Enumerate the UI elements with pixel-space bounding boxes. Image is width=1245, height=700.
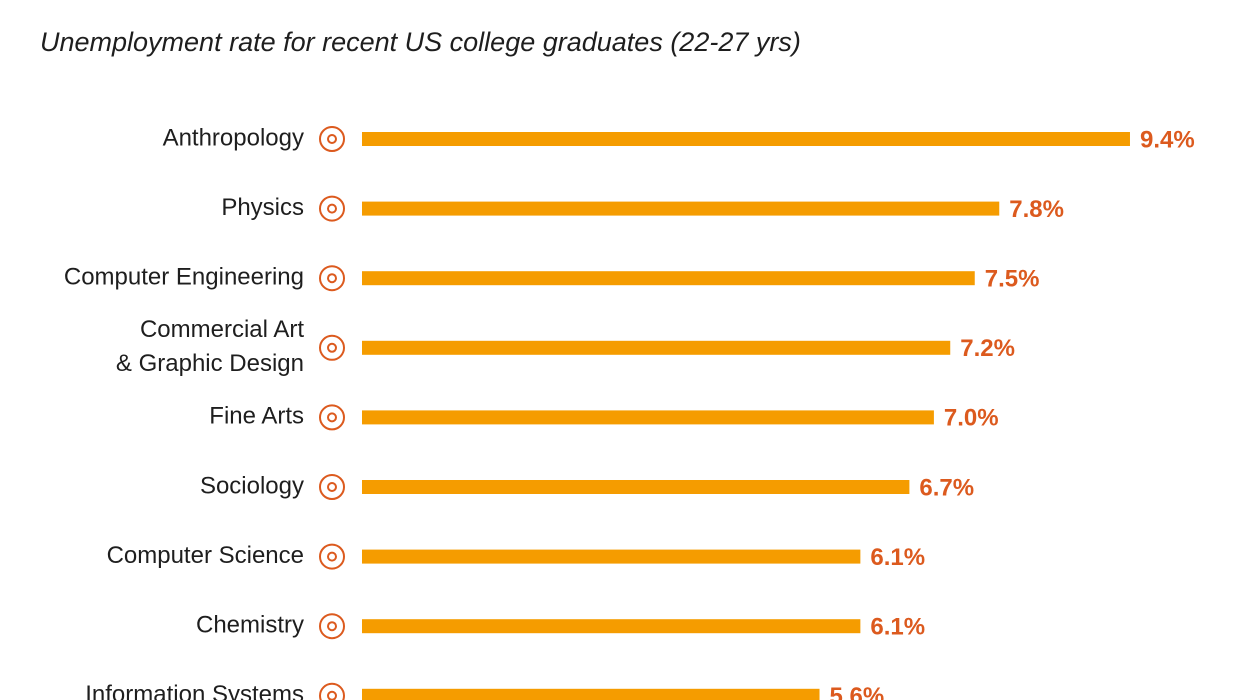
category-label: Physics [221, 194, 304, 221]
bar [362, 201, 1000, 216]
icon-shape [319, 404, 345, 431]
bar [362, 271, 975, 286]
category-label: Fine Arts [209, 403, 304, 430]
value-label: 6.7% [919, 474, 974, 501]
icon-shape [327, 482, 337, 492]
category-label: Computer Science [107, 542, 304, 569]
category-label: Anthropology [163, 124, 304, 151]
bar [362, 132, 1130, 146]
category-icon [319, 543, 345, 570]
category-icon [319, 404, 345, 431]
icon-shape [327, 551, 337, 562]
icon-shape [319, 334, 345, 361]
value-label: 7.8% [1009, 196, 1064, 223]
value-label: 7.2% [960, 335, 1015, 362]
icon-shape [327, 621, 337, 632]
category-icon [319, 613, 345, 640]
category-label: Computer Engineering [64, 264, 304, 291]
bar [362, 340, 951, 355]
icon-shape [319, 613, 345, 640]
icon-shape [327, 342, 337, 353]
category-label: Commercial Art & Graphic Design [116, 316, 304, 377]
value-label: 9.4% [1140, 126, 1195, 153]
category-label: Sociology [200, 472, 304, 499]
bar [362, 688, 820, 700]
icon-shape [319, 126, 345, 152]
value-label: 7.5% [985, 266, 1040, 293]
bar [362, 410, 934, 425]
value-label: 6.1% [870, 544, 925, 571]
category-icon [319, 126, 345, 152]
category-icon [319, 474, 345, 500]
category-icon [319, 334, 345, 361]
bar [362, 480, 910, 494]
category-label: Information Systems [85, 681, 304, 700]
category-icon [319, 195, 345, 222]
bar [362, 549, 861, 564]
icon-shape [327, 203, 337, 214]
icon-shape [327, 690, 337, 700]
icon-shape [319, 682, 345, 700]
icon-shape [319, 543, 345, 570]
category-icon [319, 682, 345, 700]
chart-subtitle: Unemployment rate for recent US college … [40, 27, 801, 57]
value-label: 6.1% [870, 614, 925, 641]
bar [362, 619, 861, 634]
category-label: Chemistry [196, 612, 304, 639]
icon-shape [327, 412, 337, 423]
icon-shape [327, 134, 337, 144]
value-label: 5.6% [830, 683, 885, 700]
icon-shape [319, 195, 345, 222]
value-label: 7.0% [944, 405, 999, 432]
icon-shape [319, 265, 345, 292]
icon-shape [319, 474, 345, 500]
category-icon [319, 265, 345, 292]
icon-shape [327, 273, 337, 284]
